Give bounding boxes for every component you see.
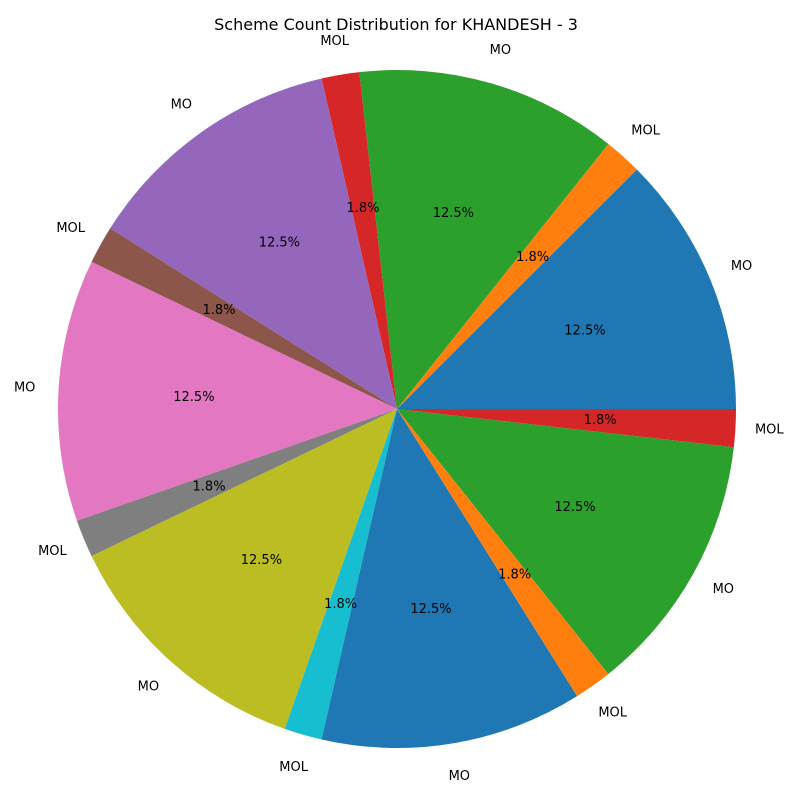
slice-label-6: MO (14, 380, 35, 395)
pie-slice-13 (397, 409, 736, 448)
pie-slice-7 (76, 409, 397, 557)
pie-slice-0 (397, 169, 737, 409)
pie-slice-6 (58, 261, 398, 521)
slice-label-7: MOL (38, 544, 67, 559)
slice-label-12: MO (713, 582, 734, 597)
slice-percent-9: 1.8% (324, 597, 357, 612)
pie-slice-8 (91, 409, 397, 729)
slice-percent-12: 12.5% (554, 500, 595, 515)
slice-percent-10: 12.5% (410, 602, 451, 617)
pie-slice-11 (397, 409, 609, 697)
slice-label-8: MO (138, 679, 159, 694)
pie-slice-4 (110, 78, 397, 409)
pie-labels: MO 12.5% MOL 1.8% MO 12.5% MOL 1.8% MO 12.5% MOL 1.… (14, 34, 784, 784)
chart-title: Scheme Count Distribution for KHANDESH -… (214, 15, 578, 34)
pie-slices (58, 69, 737, 748)
slice-percent-0: 12.5% (564, 324, 605, 339)
slice-percent-11: 1.8% (498, 567, 531, 582)
pie-slice-9 (284, 409, 397, 740)
pie-slice-5 (91, 228, 397, 409)
slice-label-5: MOL (56, 221, 85, 236)
slice-label-9: MOL (279, 760, 308, 775)
slice-label-11: MOL (598, 706, 627, 721)
slice-label-3: MOL (320, 34, 349, 49)
slice-label-0: MO (731, 259, 752, 274)
slice-label-13: MOL (755, 423, 784, 438)
slice-percent-2: 12.5% (433, 206, 474, 221)
pie-slice-10 (321, 409, 578, 748)
pie-slice-3 (321, 72, 397, 409)
pie-slice-1 (397, 143, 637, 409)
slice-percent-13: 1.8% (584, 413, 617, 428)
slice-percent-3: 1.8% (346, 201, 379, 216)
slice-percent-4: 12.5% (259, 236, 300, 251)
slice-label-1: MOL (631, 124, 660, 139)
slice-label-2: MO (490, 43, 511, 58)
slice-percent-1: 1.8% (516, 250, 549, 265)
pie-slice-2 (359, 69, 609, 410)
slice-percent-5: 1.8% (203, 303, 236, 318)
slice-percent-8: 12.5% (241, 553, 282, 568)
pie-slice-12 (397, 409, 734, 675)
slice-percent-6: 12.5% (173, 390, 214, 405)
slice-percent-7: 1.8% (193, 479, 226, 494)
slice-label-4: MO (171, 97, 192, 112)
slice-label-10: MO (449, 769, 470, 784)
